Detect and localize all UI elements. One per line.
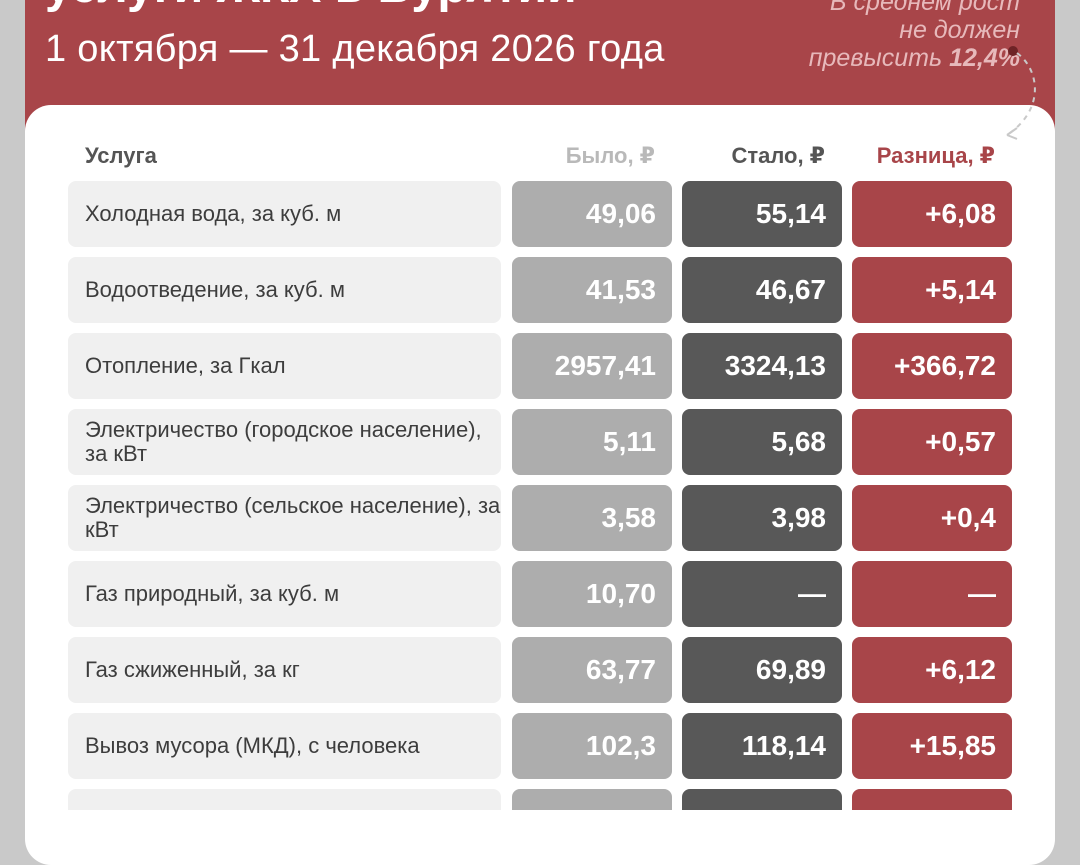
table-row: Холодная вода, за куб. м 49,06 55,14 +6,… <box>0 181 1080 247</box>
diff-cell: +366,72 <box>852 333 1012 399</box>
column-header-now: Стало, ₽ <box>731 143 825 168</box>
was-price-cell: 3,58 <box>512 485 672 551</box>
table-row: Газ природный, за куб. м 10,70 — — <box>0 561 1080 627</box>
note-dot-icon <box>1008 46 1018 56</box>
diff-cell: — <box>852 561 1012 627</box>
growth-note: В среднем рост не должен превысить 12,4% <box>780 0 1020 72</box>
service-name-cell <box>68 789 501 810</box>
now-price-cell: 3324,13 <box>682 333 842 399</box>
was-price-cell: 5,11 <box>512 409 672 475</box>
now-price-cell: 55,14 <box>682 181 842 247</box>
service-name-cell: Отопление, за Гкал <box>68 333 501 399</box>
diff-cell: +0,57 <box>852 409 1012 475</box>
table-row: Электричество (сельское население), за к… <box>0 485 1080 551</box>
diff-cell: +6,08 <box>852 181 1012 247</box>
now-price-cell: 5,68 <box>682 409 842 475</box>
table-row: Вывоз мусора (МКД), с человека 102,3 118… <box>0 713 1080 779</box>
note-line-3: превысить 12,4% <box>780 44 1020 72</box>
now-price-cell <box>682 789 842 810</box>
table-row: Электричество (городское население), за … <box>0 409 1080 475</box>
page-title: услуги ЖКХ в Бурятии <box>45 0 577 12</box>
now-price-cell: 3,98 <box>682 485 842 551</box>
column-header-diff: Разница, ₽ <box>876 143 995 168</box>
table-row: Газ сжиженный, за кг 63,77 69,89 +6,12 <box>0 637 1080 703</box>
diff-cell: +0,4 <box>852 485 1012 551</box>
diff-cell: +15,85 <box>852 713 1012 779</box>
now-price-cell: 46,67 <box>682 257 842 323</box>
was-price-cell: 10,70 <box>512 561 672 627</box>
column-header-service: Услуга <box>85 143 157 168</box>
table-row <box>0 789 1080 810</box>
service-name-cell: Электричество (городское население), за … <box>68 409 501 475</box>
note-prefix: превысить <box>808 44 943 72</box>
was-price-cell: 102,3 <box>512 713 672 779</box>
was-price-cell: 2957,41 <box>512 333 672 399</box>
service-name-cell: Холодная вода, за куб. м <box>68 181 501 247</box>
was-price-cell <box>512 789 672 810</box>
diff-cell: +5,14 <box>852 257 1012 323</box>
table-row: Отопление, за Гкал 2957,41 3324,13 +366,… <box>0 333 1080 399</box>
table-row: Водоотведение, за куб. м 41,53 46,67 +5,… <box>0 257 1080 323</box>
note-line-2: не должен <box>899 16 1020 44</box>
was-price-cell: 49,06 <box>512 181 672 247</box>
was-price-cell: 63,77 <box>512 637 672 703</box>
service-name-cell: Вывоз мусора (МКД), с человека <box>68 713 501 779</box>
diff-cell <box>852 789 1012 810</box>
service-name-cell: Водоотведение, за куб. м <box>68 257 501 323</box>
service-name-cell: Электричество (сельское население), за к… <box>68 485 501 551</box>
period-subtitle: 1 октября — 31 декабря 2026 года <box>45 28 665 70</box>
curved-arrow-icon <box>1006 52 1036 140</box>
now-price-cell: 69,89 <box>682 637 842 703</box>
now-price-cell: 118,14 <box>682 713 842 779</box>
service-name-cell: Газ природный, за куб. м <box>68 561 501 627</box>
service-name-cell: Газ сжиженный, за кг <box>68 637 501 703</box>
now-price-cell: — <box>682 561 842 627</box>
was-price-cell: 41,53 <box>512 257 672 323</box>
column-header-was: Было, ₽ <box>565 143 655 168</box>
diff-cell: +6,12 <box>852 637 1012 703</box>
note-line-1: В среднем рост <box>829 0 1020 16</box>
